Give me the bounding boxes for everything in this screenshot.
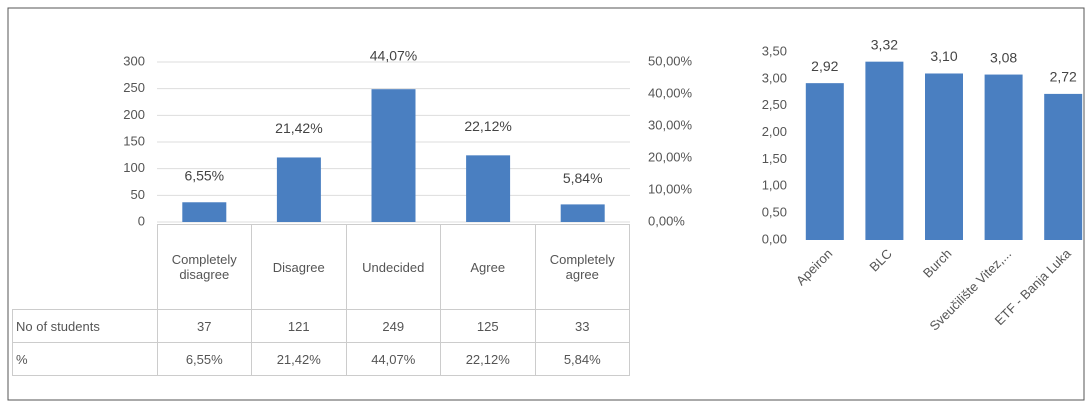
count-cell: 37 [156,309,252,343]
y-tick-label: 0,00 [762,231,787,246]
x-tick-label: Burch [920,246,955,281]
y-tick-label: 1,00 [762,178,787,193]
data-label: 2,72 [1050,69,1077,85]
data-label: 22,12% [464,118,511,134]
data-label: 21,42% [275,120,322,136]
percent-cell: 6,55% [156,342,252,376]
y-tick-label: 3,00 [762,70,787,85]
corner [13,225,158,310]
data-label: 44,07% [370,48,417,64]
category-label: Completely disagree [156,224,252,310]
data-label: 5,84% [563,170,603,186]
bar [466,155,511,222]
category-label: Completely agree [534,224,630,310]
y2-tick-label: 10,00% [648,181,693,196]
bar [925,73,963,240]
y-tick-label: 50 [131,187,145,202]
count-cell: 249 [345,309,441,343]
y2-tick-label: 20,00% [648,149,693,164]
data-label: 3,32 [871,36,898,52]
y2-tick-label: 30,00% [648,117,693,132]
data-label: 6,55% [184,168,224,184]
category-label: Undecided [345,224,441,310]
percent-cell: 5,84% [534,342,630,376]
data-label: 2,92 [811,58,838,74]
y-tick-label: 2,00 [762,124,787,139]
percent-cell: 21,42% [251,342,347,376]
percent-cell: 22,12% [440,342,536,376]
y-tick-label: 100 [123,160,145,175]
category-label: Disagree [251,224,347,310]
bar [865,61,904,240]
bar [560,204,605,222]
count-row: No of students 37 121 249 125 33 [12,309,630,343]
bar [182,202,227,222]
count-cell: 121 [251,309,347,343]
bar [984,74,1023,240]
row-header: % [12,342,158,376]
bar [371,89,416,222]
row-header: No of students [12,309,158,343]
count-cell: 125 [440,309,536,343]
data-table: Completely disagree Disagree Undecided Agre… [12,224,630,376]
y-tick-label: 200 [123,107,145,122]
y-tick-label: 0,50 [762,205,787,220]
x-tick-label: BLC [866,246,894,274]
x-tick-label: Apeiron [793,246,835,288]
y-tick-label: 2,50 [762,97,787,112]
header-row: Completely disagree Disagree Undecided Agre… [13,224,630,310]
count-cell: 33 [534,309,630,343]
y-tick-label: 0 [138,213,145,228]
bar [805,83,844,240]
percent-row: % 6,55% 21,42% 44,07% 22,12% 5,84% [12,342,630,376]
bar [276,157,321,222]
data-label: 3,10 [930,48,957,64]
category-label: Agree [440,224,536,310]
y-tick-label: 150 [123,133,145,148]
frame [7,7,1085,401]
data-label: 3,08 [990,49,1017,65]
y2-tick-label: 0,00% [648,213,685,228]
y-tick-label: 3,50 [762,43,787,58]
bar [1044,93,1083,240]
y-tick-label: 300 [123,53,145,68]
y-tick-label: 250 [123,80,145,95]
y2-tick-label: 50,00% [648,53,693,68]
y2-tick-label: 40,00% [648,85,693,100]
y-tick-label: 1,50 [762,151,787,166]
percent-cell: 44,07% [345,342,441,376]
